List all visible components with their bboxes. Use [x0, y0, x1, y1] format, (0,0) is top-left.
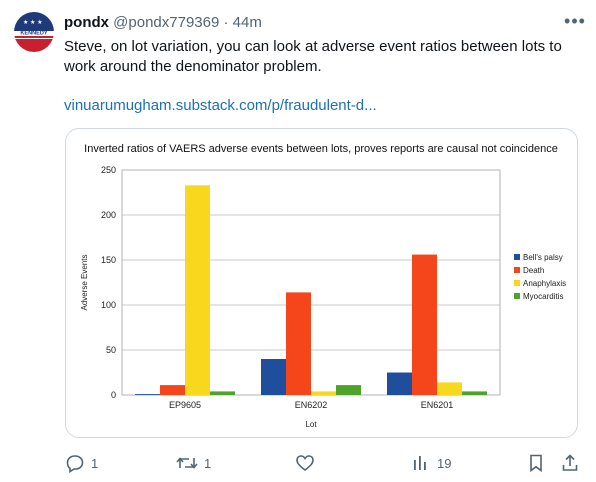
views-icon [414, 456, 426, 470]
retweet-icon [176, 457, 198, 469]
y-tick-label: 50 [106, 345, 116, 355]
chart-title: Inverted ratios of VAERS adverse events … [84, 143, 558, 155]
legend-swatch [514, 293, 520, 299]
tweet-text: Steve, on lot variation, you can look at… [64, 38, 562, 75]
bar [135, 394, 160, 395]
image-card[interactable]: Inverted ratios of VAERS adverse events … [65, 128, 578, 438]
x-tick-label: EP9605 [169, 400, 201, 410]
bar [185, 185, 210, 395]
display-name[interactable]: pondx [64, 14, 109, 31]
x-tick-label: EN6201 [421, 400, 454, 410]
bar [387, 372, 412, 395]
legend-label: Myocarditis [523, 292, 563, 301]
heart-icon [296, 455, 314, 472]
legend-label: Anaphylaxis [523, 279, 566, 288]
timestamp[interactable]: 44m [232, 14, 262, 31]
share-button[interactable] [560, 452, 580, 474]
retweet-button[interactable]: 1 [176, 452, 211, 474]
user-handle[interactable]: @pondx779369 [113, 14, 220, 31]
legend-label: Bell's palsy [523, 253, 563, 262]
bookmark-icon [530, 454, 542, 473]
avatar-text: KENNEDY [20, 31, 48, 37]
bar [261, 359, 286, 395]
bar [286, 292, 311, 395]
action-bar: 1 1 19 [0, 452, 596, 476]
reply-count: 1 [91, 455, 99, 471]
bar [462, 391, 487, 395]
bar [311, 391, 336, 395]
bar [437, 382, 462, 395]
legend-swatch [514, 280, 520, 286]
bookmark-button[interactable] [526, 452, 546, 474]
bar [336, 385, 361, 395]
retweet-count: 1 [204, 455, 212, 471]
svg-text:★ ★ ★: ★ ★ ★ [23, 19, 42, 26]
y-tick-label: 200 [101, 210, 116, 220]
y-tick-label: 250 [101, 165, 116, 175]
x-tick-label: EN6202 [295, 400, 328, 410]
y-tick-label: 0 [111, 390, 116, 400]
bar [412, 254, 437, 395]
views-button[interactable]: 19 [411, 452, 451, 474]
share-icon [562, 454, 578, 471]
tweet-link[interactable]: vinuarumugham.substack.com/p/fraudulent-… [64, 97, 377, 114]
bar [160, 385, 185, 395]
legend-swatch [514, 267, 520, 273]
reply-button[interactable]: 1 [65, 452, 98, 474]
bar-chart: Inverted ratios of VAERS adverse events … [80, 143, 566, 429]
y-tick-label: 100 [101, 300, 116, 310]
reply-icon [66, 455, 84, 473]
legend-swatch [514, 254, 520, 260]
more-icon[interactable]: ••• [564, 11, 586, 31]
y-tick-label: 150 [101, 255, 116, 265]
bar [210, 391, 235, 395]
y-axis-label: Adverse Events [80, 254, 89, 310]
tweet-header: pondx @pondx779369 · 44m [64, 14, 584, 34]
views-count: 19 [437, 455, 452, 471]
x-axis-label: Lot [305, 420, 317, 429]
separator-dot: · [223, 14, 229, 31]
legend-label: Death [523, 266, 544, 275]
like-button[interactable] [295, 452, 321, 474]
avatar[interactable]: ★ ★ ★ KENNEDY [14, 12, 54, 52]
